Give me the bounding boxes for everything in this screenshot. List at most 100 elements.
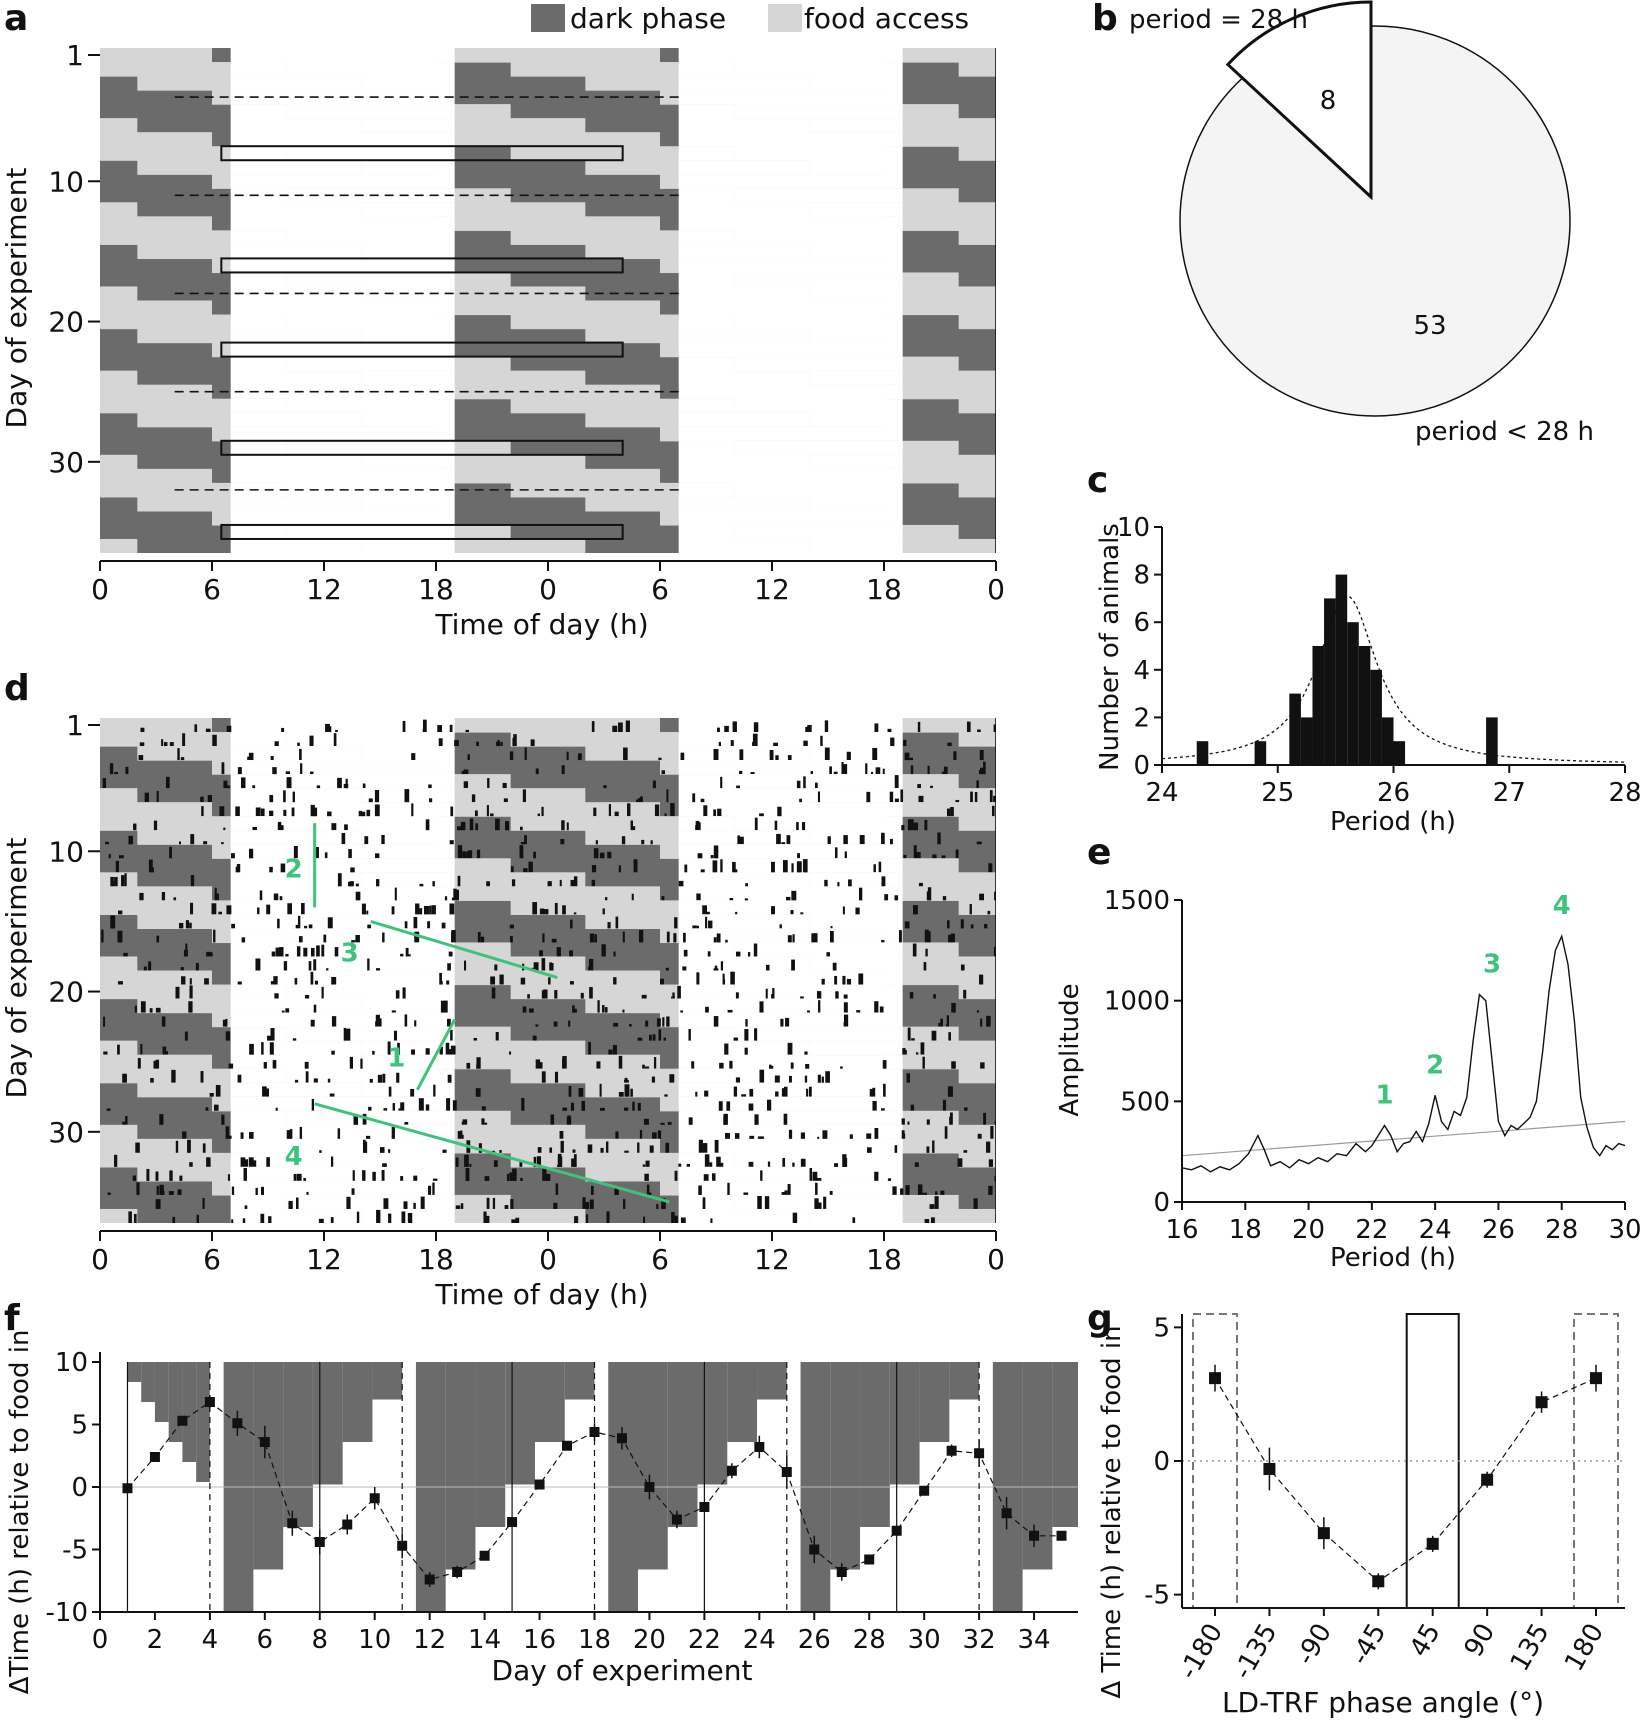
activity-mark (223, 827, 226, 831)
activity-mark (543, 989, 548, 999)
x-tick-label: 90 (1459, 1619, 1502, 1663)
activity-mark (978, 770, 983, 775)
activity-mark (134, 1005, 137, 1013)
activity-mark (993, 724, 996, 733)
activity-mark (784, 1086, 788, 1097)
activity-mark (143, 966, 147, 971)
activity-mark (194, 724, 198, 733)
activity-mark (337, 873, 342, 887)
activity-mark (737, 835, 740, 845)
activity-mark (366, 910, 369, 915)
activity-mark (137, 1057, 141, 1069)
activity-mark (937, 832, 941, 845)
activity-mark (122, 1121, 126, 1125)
activity-mark (392, 1103, 396, 1111)
food-light-overlap (230, 314, 287, 330)
activity-mark (485, 1215, 490, 1223)
activity-mark (714, 1139, 719, 1153)
activity-mark (753, 722, 759, 733)
activity-mark (278, 821, 282, 831)
histogram-bar (1393, 741, 1406, 765)
activity-mark (509, 1051, 512, 1055)
activity-mark (566, 822, 569, 831)
food-light-overlap (678, 1096, 884, 1112)
activity-mark (894, 775, 899, 789)
activity-mark (810, 771, 813, 775)
activity-mark (930, 785, 933, 789)
histogram-bar (1370, 669, 1382, 765)
activity-mark (225, 1031, 231, 1041)
food-access-block (884, 468, 996, 484)
activity-mark (169, 846, 172, 859)
food-access-block (510, 146, 548, 161)
food-phase-block (949, 1362, 980, 1400)
x-tick-label: 20 (633, 1625, 666, 1655)
histogram-bar (1196, 741, 1209, 765)
activity-mark (172, 1216, 176, 1223)
activity-mark (664, 1094, 668, 1097)
activity-mark (144, 792, 149, 803)
activity-mark (189, 978, 192, 985)
data-point (232, 1418, 243, 1429)
activity-mark (665, 967, 669, 971)
activity-mark (803, 740, 808, 747)
activity-mark (532, 1035, 537, 1041)
activity-mark (941, 771, 946, 775)
activity-mark (484, 1176, 490, 1181)
activity-mark (802, 822, 806, 831)
activity-mark (406, 954, 411, 957)
data-point (671, 1514, 682, 1525)
activity-mark (446, 1101, 450, 1111)
activity-mark (703, 1174, 709, 1181)
food-access-block (100, 370, 138, 386)
activity-mark (924, 819, 928, 831)
activity-mark (133, 823, 137, 831)
activity-mark (263, 1062, 267, 1069)
activity-mark (707, 951, 711, 957)
activity-mark (304, 1061, 309, 1069)
activity-mark (118, 981, 123, 985)
food-light-overlap (230, 1068, 287, 1084)
activity-mark (604, 897, 608, 901)
activity-mark (736, 785, 740, 789)
activity-mark (432, 1182, 435, 1195)
activity-mark (490, 976, 496, 985)
food-light-overlap (678, 844, 884, 859)
activity-mark (716, 1156, 721, 1167)
activity-mark (953, 751, 957, 761)
activity-mark (588, 1149, 591, 1153)
activity-mark (200, 796, 204, 803)
activity-mark (570, 1102, 575, 1111)
panel-a: a dark phase food access 0 6 12 18 0 6 12 18 011… (0, 0, 1005, 641)
x-tick-label: 4 (202, 1625, 219, 1655)
food-light-overlap (734, 272, 903, 288)
activity-mark (809, 1167, 813, 1181)
food-access-block (958, 146, 996, 161)
activity-mark (511, 879, 516, 887)
food-access-block (510, 1068, 548, 1084)
food-light-overlap (361, 118, 455, 133)
activity-mark (804, 1075, 808, 1083)
activity-mark (970, 924, 974, 929)
histogram-bar (1324, 598, 1336, 765)
activity-mark (179, 922, 184, 929)
activity-mark (237, 981, 242, 985)
activity-mark (784, 1190, 788, 1195)
activity-mark (601, 944, 606, 957)
activity-mark (683, 932, 686, 943)
activity-mark (275, 947, 280, 957)
food-light-overlap (809, 118, 903, 133)
activity-mark (560, 1140, 564, 1153)
activity-mark (878, 861, 882, 873)
activity-mark (732, 861, 736, 873)
activity-mark (273, 893, 279, 901)
activity-mark (182, 1131, 187, 1139)
activity-mark (471, 794, 476, 803)
data-point (177, 1415, 188, 1426)
activity-mark (703, 805, 708, 817)
activity-mark (992, 805, 995, 817)
activity-mark (725, 1132, 730, 1139)
activity-mark (660, 978, 665, 985)
food-phase-block (919, 1362, 950, 1442)
